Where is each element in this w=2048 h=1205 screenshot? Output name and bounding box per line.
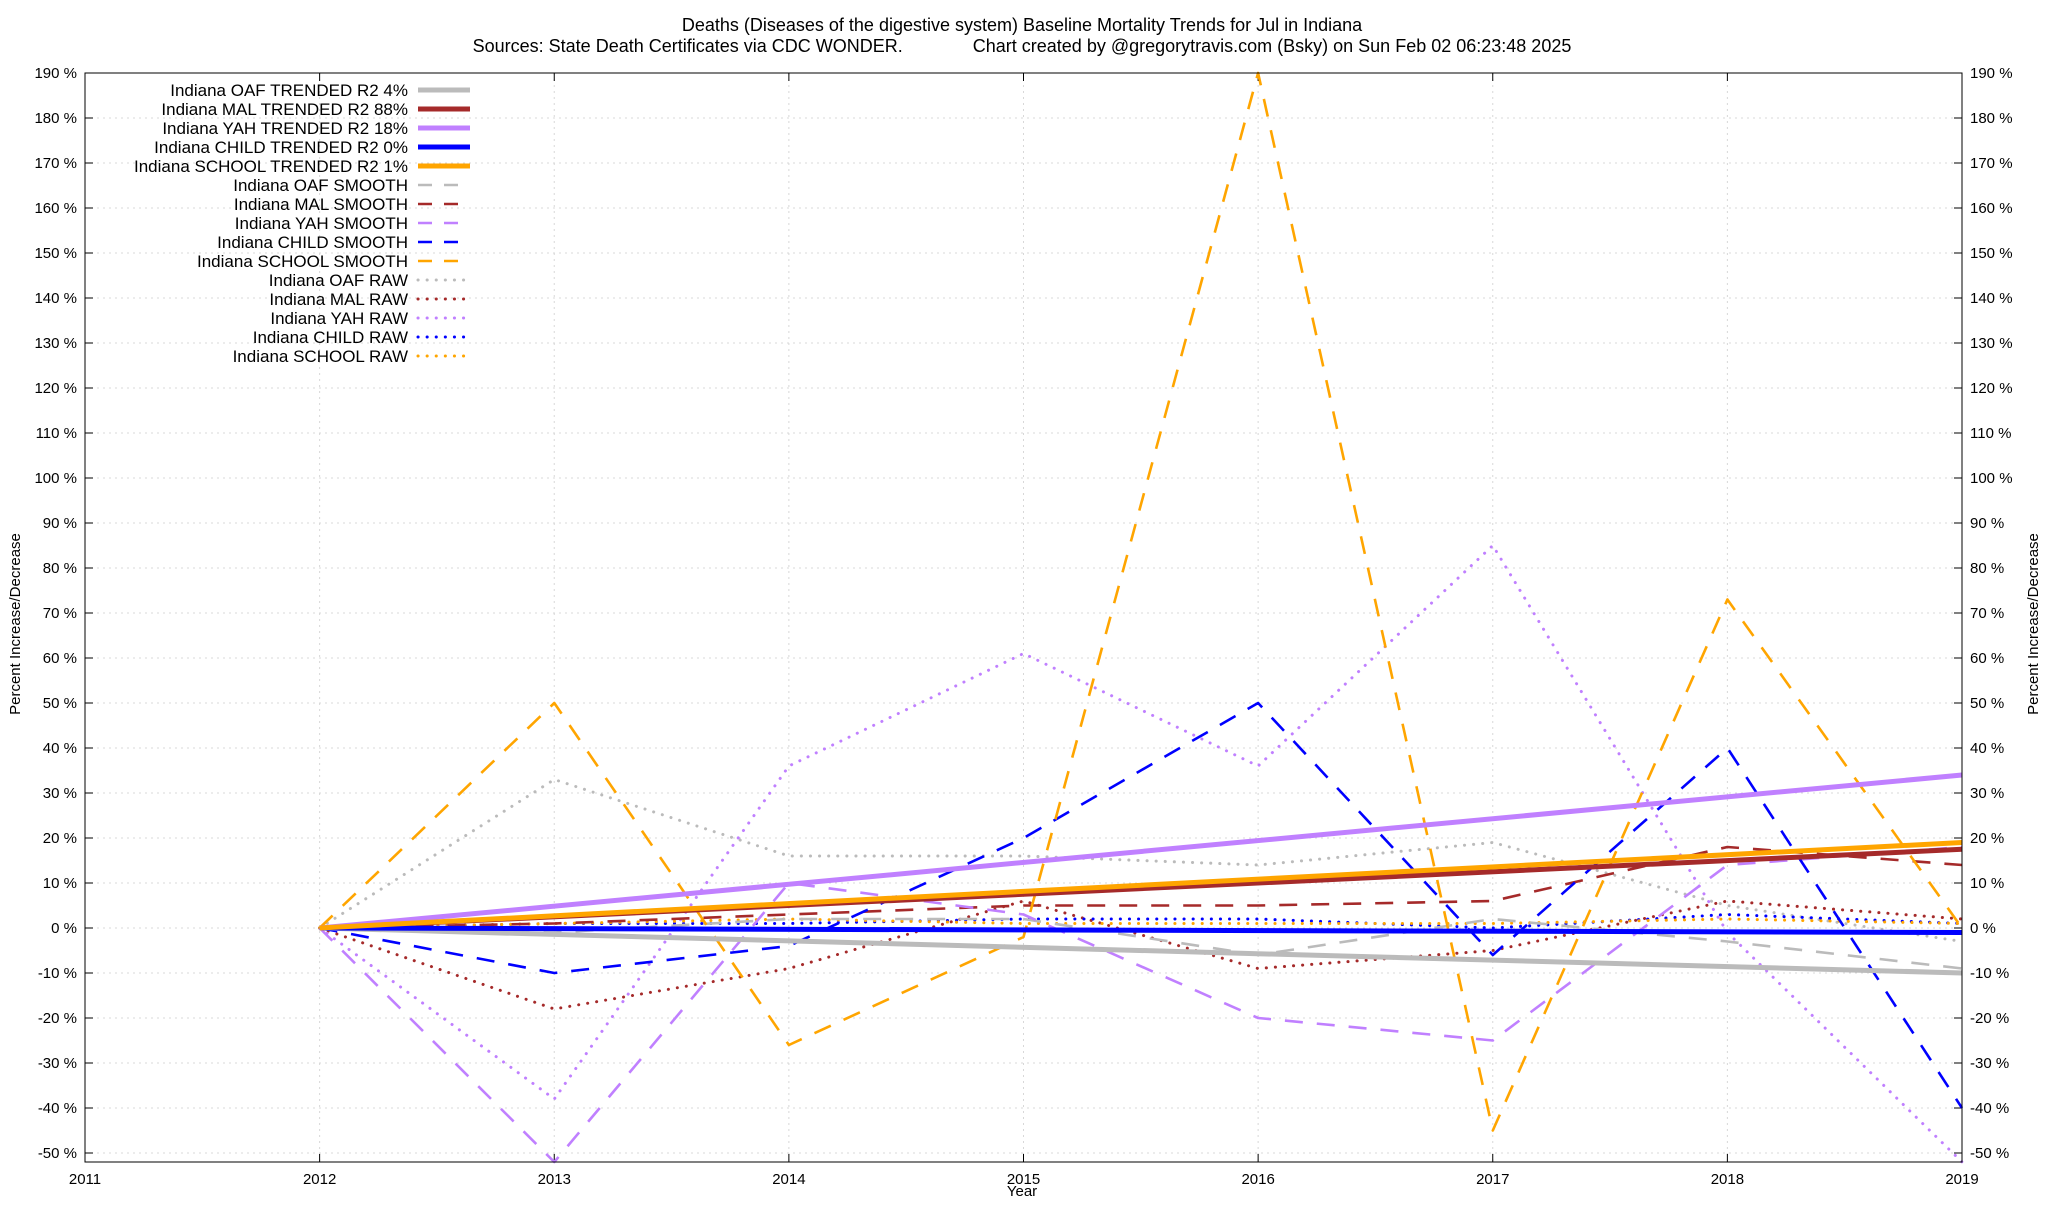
chart-title: Deaths (Diseases of the digestive system… (682, 15, 1363, 35)
y-tick-label-left: 40 % (43, 740, 77, 757)
y-tick-label-right: 130 % (1970, 335, 2013, 352)
legend-label: Indiana YAH SMOOTH (235, 214, 408, 233)
y-tick-label-left: 160 % (34, 200, 77, 217)
x-tick-label: 2011 (69, 1171, 101, 1188)
y-tick-label-left: 10 % (43, 875, 77, 892)
legend-label: Indiana OAF RAW (269, 271, 408, 290)
x-tick-label: 2018 (1711, 1171, 1744, 1188)
x-tick-label: 2017 (1476, 1171, 1509, 1188)
y-tick-label-left: 190 % (34, 65, 77, 82)
y-tick-label-right: 90 % (1970, 515, 2004, 532)
y-tick-label-right: 160 % (1970, 200, 2013, 217)
y-tick-label-left: 110 % (36, 425, 77, 442)
series-line-indiana-school-smooth (318, 71, 1964, 1132)
x-tick-label: 2012 (303, 1171, 336, 1188)
y-tick-label-left: -30 % (38, 1055, 77, 1072)
y-tick-label-left: 90 % (43, 515, 77, 532)
y-tick-label-left: 20 % (43, 830, 77, 847)
legend-label: Indiana MAL SMOOTH (234, 195, 408, 214)
y-tick-label-right: 20 % (1970, 830, 2004, 847)
series-lines (318, 71, 1964, 1164)
y-tick-label-right: -30 % (1970, 1055, 2009, 1072)
legend-label: Indiana CHILD TRENDED R2 0% (154, 138, 408, 157)
series-line-indiana-child-smooth (319, 701, 1964, 1109)
y-tick-label-left: 70 % (43, 605, 77, 622)
series-line-indiana-school-trended (319, 840, 1963, 931)
y-tick-label-right: 60 % (1970, 650, 2004, 667)
y-tick-label-left: 120 % (34, 380, 77, 397)
legend-label: Indiana OAF SMOOTH (233, 176, 408, 195)
y-tick-label-left: 30 % (43, 785, 77, 802)
y-tick-label-right: -50 % (1970, 1145, 2009, 1162)
x-tick-label: 2013 (538, 1171, 571, 1188)
y-tick-label-left: -50 % (38, 1145, 77, 1162)
y-tick-label-right: 10 % (1970, 875, 2004, 892)
series-line-indiana-oaf-raw (318, 778, 1964, 943)
y-tick-label-left: 100 % (34, 470, 77, 487)
series-line-indiana-child-trended (319, 925, 1963, 935)
chart-subtitle: Sources: State Death Certificates via CD… (473, 36, 1572, 56)
y-tick-label-right: 40 % (1970, 740, 2004, 757)
x-axis-label: Year (1007, 1183, 1037, 1200)
legend-label: Indiana CHILD SMOOTH (217, 233, 408, 252)
y-tick-label-right: -20 % (1970, 1010, 2009, 1027)
plot-frame (84, 72, 1963, 1163)
y-tick-label-right: 190 % (1970, 65, 2013, 82)
y-tick-label-left: 170 % (34, 155, 77, 172)
y-tick-label-left: -40 % (38, 1100, 77, 1117)
y-tick-label-left: 130 % (34, 335, 77, 352)
y-tick-label-left: 80 % (43, 560, 77, 577)
y-tick-label-right: 170 % (1970, 155, 2013, 172)
y-tick-label-right: 100 % (1970, 470, 2013, 487)
series-line-indiana-oaf-trended (319, 925, 1963, 976)
x-tick-label: 2015 (1007, 1171, 1040, 1188)
y-tick-label-right: 140 % (1970, 290, 2013, 307)
legend-label: Indiana CHILD RAW (253, 328, 408, 347)
y-tick-label-right: -10 % (1970, 965, 2009, 982)
legend-label: Indiana MAL TRENDED R2 88% (161, 100, 408, 119)
y-tick-label-right: -40 % (1970, 1100, 2009, 1117)
y-tick-label-right: 0 % (1970, 920, 1996, 937)
legend-label: Indiana YAH TRENDED R2 18% (162, 119, 408, 138)
legend-label: Indiana YAH RAW (270, 309, 408, 328)
y-tick-label-right: 30 % (1970, 785, 2004, 802)
y-tick-label-left: 0 % (51, 920, 77, 937)
y-axis-label-left: Percent Increase/Decrease (7, 533, 24, 715)
legend-label: Indiana SCHOOL SMOOTH (197, 252, 408, 271)
y-tick-label-left: 180 % (34, 110, 77, 127)
y-tick-label-left: 50 % (43, 695, 77, 712)
x-tick-label: 2016 (1241, 1171, 1274, 1188)
series-line-indiana-mal-raw (318, 899, 1964, 1011)
y-tick-label-left: 140 % (34, 290, 77, 307)
series-line-indiana-yah-trended (319, 772, 1963, 931)
series-line-indiana-yah-smooth (318, 845, 1963, 1164)
x-tick-label: 2014 (772, 1171, 805, 1188)
legend-label: Indiana SCHOOL RAW (233, 347, 408, 366)
y-tick-label-left: 150 % (34, 245, 77, 262)
y-tick-label-right: 110 % (1970, 425, 2011, 442)
y-axis-label-right: Percent Increase/Decrease (2025, 533, 2042, 715)
y-tick-label-right: 80 % (1970, 560, 2004, 577)
legend-label: Indiana SCHOOL TRENDED R2 1% (134, 157, 408, 176)
legend-label: Indiana MAL RAW (269, 290, 408, 309)
y-tick-label-right: 150 % (1970, 245, 2013, 262)
y-tick-label-right: 120 % (1970, 380, 2013, 397)
legend-label: Indiana OAF TRENDED R2 4% (170, 81, 408, 100)
series-line-indiana-mal-smooth (319, 845, 1963, 930)
x-tick-label: 2019 (1945, 1171, 1978, 1188)
y-tick-label-right: 70 % (1970, 605, 2004, 622)
y-tick-label-left: 60 % (43, 650, 77, 667)
y-tick-label-right: 180 % (1970, 110, 2013, 127)
y-tick-label-left: -20 % (38, 1010, 77, 1027)
y-tick-label-right: 50 % (1970, 695, 2004, 712)
y-tick-label-left: -10 % (38, 965, 77, 982)
axis-ticks: -50 % -50 % -40 % -40 % -30 % -30 % -20 % -20 %… (34, 65, 2012, 1188)
legend: Indiana OAF TRENDED R2 4%Indiana MAL TRE… (134, 81, 472, 366)
